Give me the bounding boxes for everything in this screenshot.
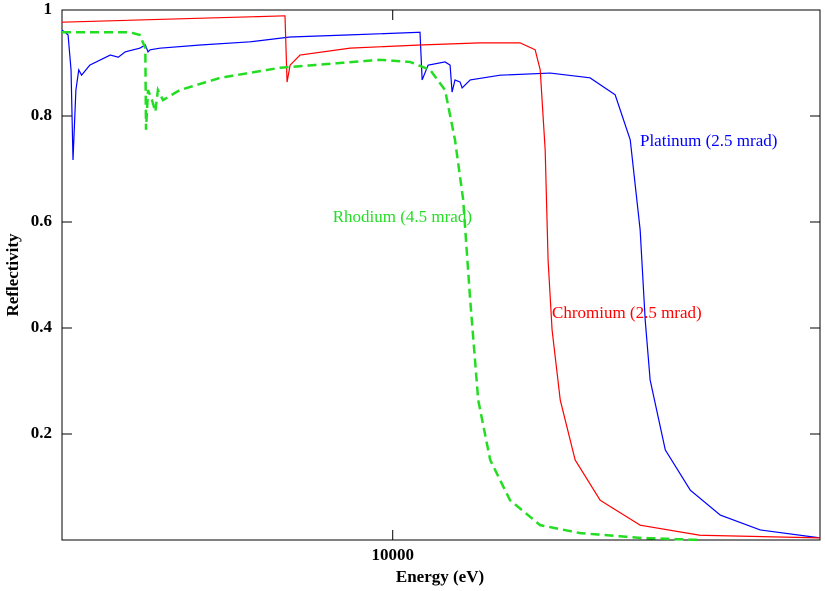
y-axis-label: Reflectivity bbox=[3, 233, 22, 317]
data-line bbox=[61, 15, 821, 539]
series-label: Rhodium (4.5 mrad) bbox=[333, 207, 472, 226]
series-label: Chromium (2.5 mrad) bbox=[552, 303, 702, 322]
x-tick-label: 10000 bbox=[371, 545, 414, 564]
x-axis-label: Energy (eV) bbox=[396, 567, 484, 586]
data-line bbox=[61, 29, 821, 539]
y-tick-label: 0.8 bbox=[31, 105, 52, 124]
data-line bbox=[62, 31, 700, 542]
plot-frame bbox=[61, 9, 821, 541]
series-label: Platinum (2.5 mrad) bbox=[640, 131, 777, 150]
y-tick-label: 0.6 bbox=[31, 211, 52, 230]
y-tick-label: 1 bbox=[44, 0, 53, 18]
y-tick-label: 0.2 bbox=[31, 423, 52, 442]
y-tick-label: 0.4 bbox=[31, 317, 53, 336]
